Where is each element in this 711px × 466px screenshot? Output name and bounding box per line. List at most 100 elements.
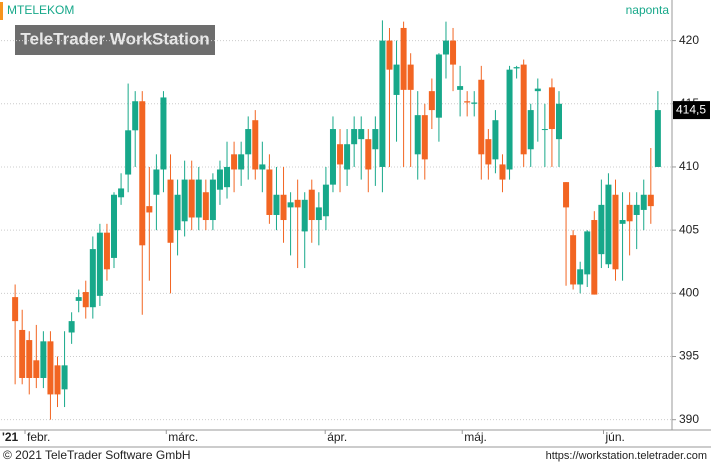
candle-body	[612, 194, 619, 270]
candle-body	[209, 179, 216, 221]
candle-body	[132, 101, 139, 131]
candle-body	[259, 164, 266, 170]
candle-body	[160, 97, 167, 170]
y-tick-label: 420	[679, 33, 699, 47]
candle-body	[153, 169, 160, 195]
y-tick-label: 395	[679, 349, 699, 363]
candle-body	[351, 129, 358, 145]
candle-body	[231, 154, 238, 170]
candle-body	[195, 179, 202, 218]
candle-body	[287, 202, 294, 208]
y-tick-label: 405	[679, 222, 699, 236]
candle-body	[146, 206, 153, 213]
candle-body	[358, 129, 365, 140]
candle-body	[273, 194, 280, 215]
candle-body	[548, 87, 555, 130]
candle-body	[563, 182, 570, 208]
candle-body	[393, 64, 400, 95]
candle-body	[499, 164, 506, 180]
candle-body	[584, 231, 591, 275]
candle-body	[464, 101, 471, 103]
candle-body	[315, 207, 322, 221]
candle-body	[506, 69, 513, 170]
candle-body	[167, 179, 174, 243]
candle-body	[570, 235, 577, 285]
candle-body	[450, 40, 457, 65]
x-tick-label: márc.	[168, 430, 198, 444]
candle-body	[40, 341, 47, 378]
candle-body	[654, 110, 661, 167]
candle-body	[605, 184, 612, 265]
candle-body	[139, 101, 146, 246]
candle-body	[337, 144, 344, 165]
candle-body	[372, 129, 379, 150]
candle-body	[12, 297, 19, 322]
candle-body	[513, 67, 520, 69]
candle-body	[640, 194, 647, 210]
y-tick-label: 390	[679, 412, 699, 426]
candle-body	[54, 365, 61, 395]
watermark-box	[15, 25, 215, 55]
candle-body	[407, 64, 414, 90]
x-tick-label: ápr.	[327, 430, 347, 444]
candle-body	[89, 249, 96, 308]
candle-body	[188, 179, 195, 218]
candle-body	[96, 232, 103, 296]
candle-body	[19, 329, 26, 378]
candle-body	[421, 115, 428, 160]
period: naponta	[626, 3, 670, 17]
candle-body	[111, 194, 118, 258]
watermark: TeleTrader WorkStation	[20, 29, 209, 48]
y-tick-label: 400	[679, 285, 699, 299]
candle-body	[266, 169, 273, 215]
candle-body	[457, 86, 464, 90]
candle-body	[238, 154, 245, 170]
candle-body	[216, 169, 223, 190]
candle-body	[344, 144, 351, 170]
candle-body	[26, 340, 33, 378]
candle-body	[252, 120, 259, 170]
candle-body	[103, 232, 110, 270]
candle-body	[619, 220, 626, 224]
copyright: © 2021 TeleTrader Software GmbH	[3, 448, 191, 462]
candle-body	[577, 269, 584, 285]
candle-body	[400, 27, 407, 90]
candle-body	[633, 204, 640, 215]
candle-body	[386, 40, 393, 70]
candle-body	[527, 110, 534, 150]
candle-body	[365, 139, 372, 170]
candle-body	[224, 166, 231, 188]
candle-body	[435, 54, 442, 118]
symbol: MTELEKOM	[7, 3, 74, 17]
candle-body	[33, 360, 40, 378]
candle-body	[181, 179, 188, 222]
candle-body	[280, 194, 287, 221]
candle-body	[245, 129, 252, 155]
year-label: '21	[2, 430, 19, 444]
y-tick-label: 410	[679, 159, 699, 173]
candle-body	[202, 192, 209, 221]
candle-body	[47, 341, 54, 395]
candle-body	[294, 199, 301, 208]
candle-body	[478, 79, 485, 155]
candle-body	[555, 103, 562, 140]
candle-body	[75, 297, 82, 301]
candle-body	[492, 120, 499, 160]
candle-body	[485, 139, 492, 165]
candle-body	[626, 204, 633, 222]
candle-body	[598, 204, 605, 255]
candle-body	[68, 321, 75, 333]
candle-body	[61, 365, 68, 390]
candle-body	[322, 184, 329, 217]
x-tick-label: febr.	[27, 430, 50, 444]
x-tick-label: máj.	[464, 430, 487, 444]
candle-body	[118, 188, 125, 198]
candle-body	[541, 129, 548, 131]
candle-body	[308, 189, 315, 221]
candle-body	[428, 91, 435, 111]
last-price-box	[673, 101, 710, 120]
candle-body	[82, 292, 89, 308]
candle-body	[414, 115, 421, 155]
symbol-marker	[0, 2, 3, 20]
